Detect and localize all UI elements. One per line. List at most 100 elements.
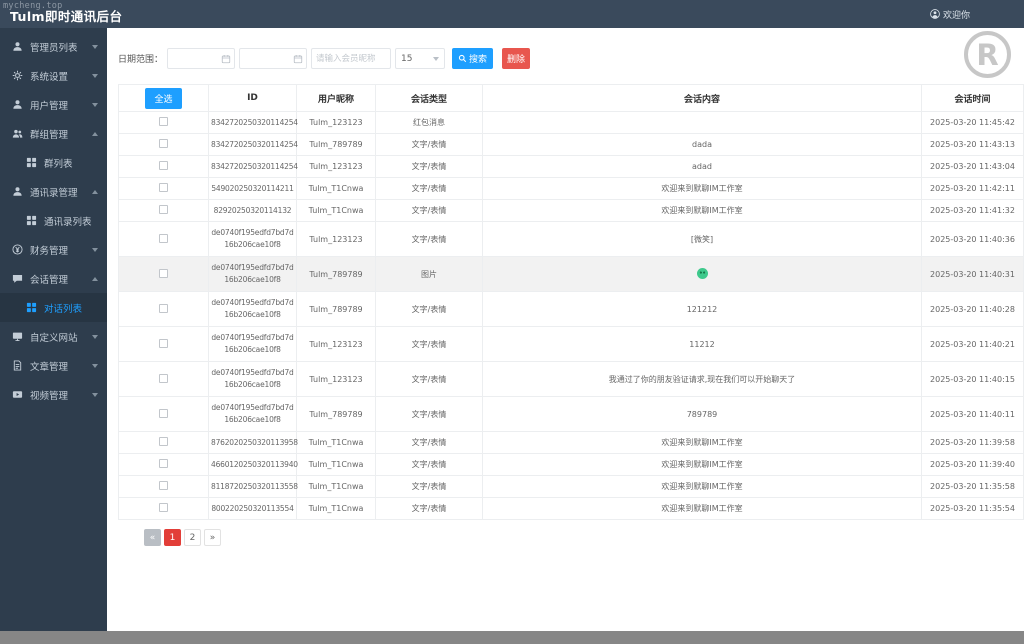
message-time: 2025-03-20 11:42:11 (930, 184, 1015, 193)
video-icon (12, 389, 23, 400)
chevron-down-icon (92, 363, 98, 368)
message-type: 文字/表情 (411, 482, 447, 491)
message-type: 文字/表情 (411, 438, 447, 447)
row-checkbox[interactable] (159, 459, 168, 468)
sidebar-item-1[interactable]: 系统设置 (0, 61, 107, 90)
sidebar-item-0[interactable]: 管理员列表 (0, 32, 107, 61)
page-size-select[interactable]: 15 (395, 48, 446, 69)
table-row: 8342720250320114254 Tulm_789789 文字/表情 dada 2… (118, 133, 1024, 156)
sidebar: 管理员列表 系统设置 用户管理群组管理群列表通讯录管理通讯录列表财务管理会话管理对话… (0, 28, 107, 631)
user-nickname: Tulm_T1Cnwa (308, 460, 364, 469)
sidebar-item-label: 通讯录列表 (44, 216, 92, 228)
row-checkbox[interactable] (159, 338, 168, 348)
pagination-page-2-button[interactable]: 2 (184, 529, 201, 546)
chevron-down-icon (92, 102, 98, 107)
row-checkbox[interactable] (159, 117, 168, 126)
row-checkbox[interactable] (159, 139, 168, 148)
user-nickname: Tulm_T1Cnwa (308, 482, 364, 491)
conversation-id: de0740f195edfd7bd7d16b206cae10f8 (211, 263, 294, 284)
chevron-up-icon (92, 276, 98, 281)
top-header: Tulm即时通讯后台 欢迎你 (0, 0, 1024, 28)
row-checkbox[interactable] (159, 373, 168, 383)
sidebar-item-10[interactable]: 自定义网站 (0, 322, 107, 351)
app-frame: Tulm即时通讯后台 欢迎你 管理员列表 系统设置 用户管理群组管理群列表通讯录管理… (0, 0, 1024, 631)
date-to-input[interactable] (239, 48, 308, 69)
table-row: de0740f195edfd7bd7d16b206cae10f8 Tulm_123… (118, 326, 1024, 362)
date-from-field[interactable] (168, 49, 235, 68)
table-row: 4660120250320113940 Tulm_T1Cnwa 文字/表情 欢迎来到默… (118, 453, 1024, 476)
sidebar-item-6[interactable]: 通讯录列表 (0, 206, 107, 235)
message-type: 文字/表情 (411, 339, 447, 349)
sidebar-item-3[interactable]: 群组管理 (0, 119, 107, 148)
message-type: 文字/表情 (411, 304, 447, 314)
date-from-input[interactable] (167, 48, 236, 69)
message-time: 2025-03-20 11:43:13 (930, 140, 1015, 149)
search-button-label: 搜索 (469, 55, 488, 65)
table-row: 8762020250320113958 Tulm_T1Cnwa 文字/表情 欢迎来到默… (118, 431, 1024, 454)
sidebar-item-label: 群组管理 (30, 129, 69, 141)
delete-button[interactable]: 删除 (502, 48, 531, 69)
sidebar-item-8[interactable]: 会话管理 (0, 264, 107, 293)
page-size-value: 15 (401, 53, 413, 64)
row-checkbox[interactable] (159, 408, 168, 418)
row-checkbox[interactable] (159, 233, 168, 243)
search-button[interactable]: 搜索 (452, 48, 494, 69)
date-range-label: 日期范围： (118, 55, 164, 65)
row-checkbox[interactable] (159, 268, 168, 278)
user-nickname: Tulm_789789 (309, 269, 363, 279)
message-time: 2025-03-20 11:39:40 (930, 460, 1015, 469)
user-nickname: Tulm_T1Cnwa (308, 206, 364, 215)
sidebar-item-7[interactable]: 财务管理 (0, 235, 107, 264)
sidebar-item-2[interactable]: 用户管理 (0, 90, 107, 119)
conversation-id: 8762020250320113958 (211, 438, 298, 447)
table-row: de0740f195edfd7bd7d16b206cae10f8 Tulm_789… (118, 396, 1024, 432)
row-checkbox[interactable] (159, 481, 168, 490)
sidebar-item-label: 群列表 (44, 158, 73, 170)
message-type: 文字/表情 (411, 504, 447, 513)
pagination-page-1-button[interactable]: 1 (164, 529, 181, 546)
sidebar-item-4[interactable]: 群列表 (0, 148, 107, 177)
message-time: 2025-03-20 11:35:58 (930, 482, 1015, 491)
message-time: 2025-03-20 11:45:42 (930, 118, 1015, 127)
message-type: 文字/表情 (411, 206, 447, 215)
nickname-search-box (311, 48, 392, 69)
message-time: 2025-03-20 11:40:28 (930, 304, 1015, 314)
table-row: de0740f195edfd7bd7d16b206cae10f8 Tulm_123… (118, 361, 1024, 397)
select-all-button[interactable]: 全选 (145, 87, 182, 109)
message-time: 2025-03-20 11:40:31 (930, 269, 1015, 279)
main-content: R 日期范围： 15 (107, 28, 1024, 631)
conversation-id: 549020250320114211 (211, 184, 294, 193)
row-checkbox[interactable] (159, 503, 168, 512)
registered-trademark-logo: R (964, 31, 1011, 78)
message-type: 文字/表情 (411, 184, 447, 193)
column-header-id: ID (208, 84, 297, 112)
chevron-up-icon (92, 189, 98, 194)
row-checkbox[interactable] (159, 205, 168, 214)
sidebar-item-9[interactable]: 对话列表 (0, 293, 107, 322)
users-icon (12, 128, 23, 139)
nickname-input[interactable] (312, 49, 391, 68)
column-header-time: 会话时间 (921, 84, 1024, 112)
grid-icon (26, 215, 37, 226)
pagination-next-button[interactable]: » (204, 529, 221, 546)
row-checkbox[interactable] (159, 183, 168, 192)
conversation-id: 800220250320113554 (211, 504, 294, 513)
row-checkbox[interactable] (159, 437, 168, 446)
gear-icon (12, 70, 23, 81)
user-nickname: Tulm_123123 (309, 374, 363, 384)
sidebar-item-11[interactable]: 文章管理 (0, 351, 107, 380)
user-nickname: Tulm_789789 (309, 304, 363, 314)
date-to-field[interactable] (240, 49, 307, 68)
site-watermark: mycheng.top (3, 1, 63, 11)
row-checkbox[interactable] (159, 161, 168, 170)
row-checkbox[interactable] (159, 303, 168, 313)
table-row: de0740f195edfd7bd7d16b206cae10f8 Tulm_789… (118, 256, 1024, 292)
sidebar-item-12[interactable]: 视频管理 (0, 380, 107, 409)
emoji-image (696, 267, 708, 279)
sidebar-item-5[interactable]: 通讯录管理 (0, 177, 107, 206)
sidebar-item-label: 会话管理 (30, 274, 69, 286)
conversation-id: de0740f195edfd7bd7d16b206cae10f8 (211, 228, 294, 249)
welcome-user-menu[interactable]: 欢迎你 (930, 8, 970, 21)
user-nickname: Tulm_789789 (309, 140, 363, 149)
conversation-id: 8342720250320114254 (211, 118, 298, 127)
